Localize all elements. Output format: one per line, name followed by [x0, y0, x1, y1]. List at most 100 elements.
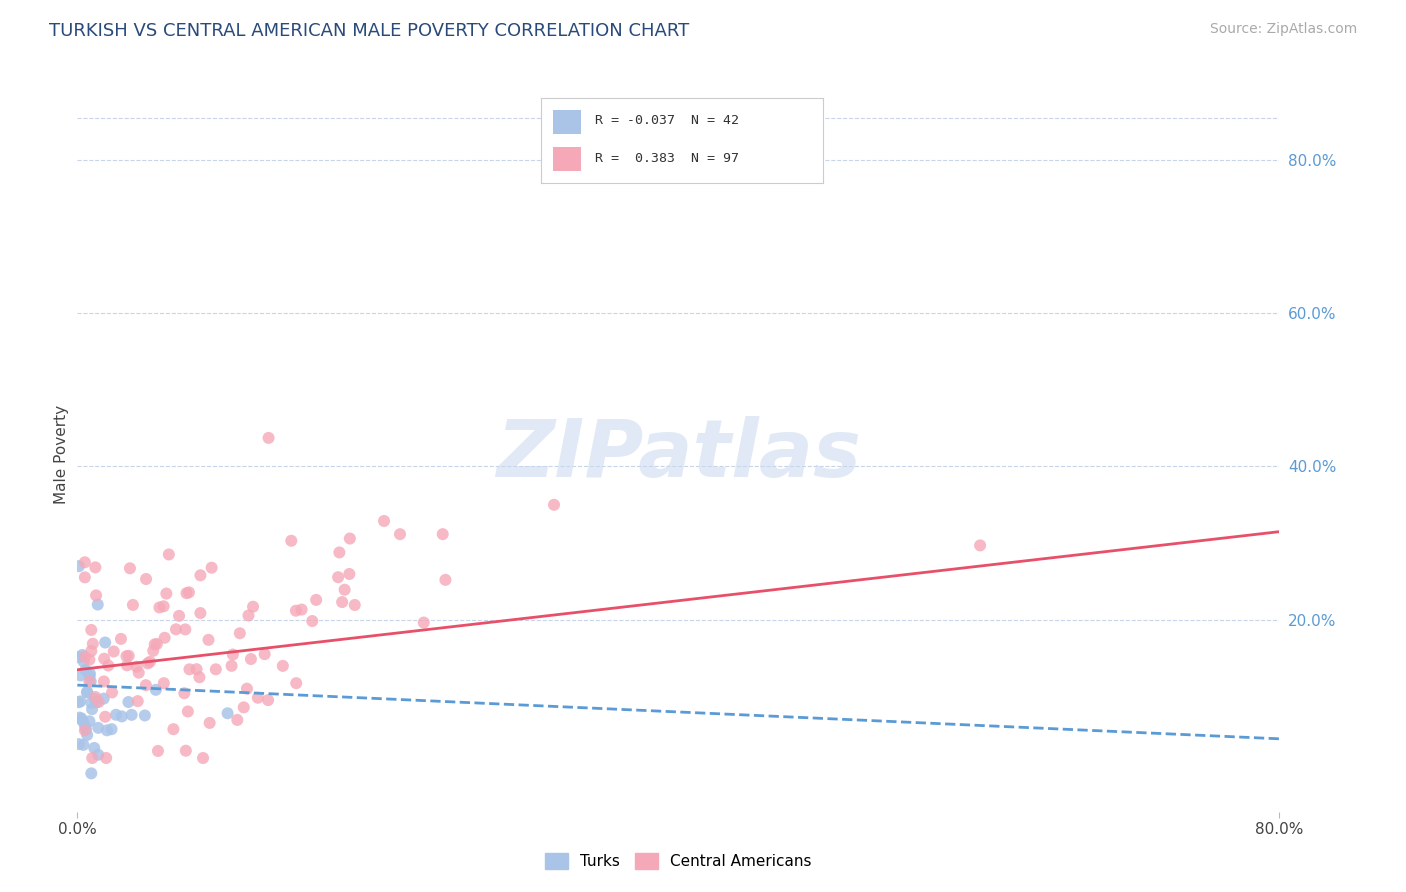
Point	[79, 666, 101, 681]
Point	[221, 658, 243, 673]
Point	[242, 599, 264, 614]
Point	[143, 637, 166, 651]
Point	[97, 658, 120, 673]
Point	[167, 608, 190, 623]
Point	[103, 644, 125, 658]
Point	[72, 738, 94, 752]
Point	[412, 615, 434, 630]
FancyBboxPatch shape	[553, 147, 581, 171]
FancyBboxPatch shape	[553, 110, 581, 134]
Point	[343, 598, 366, 612]
Point	[67, 695, 90, 709]
Point	[128, 665, 150, 680]
Point	[80, 702, 103, 716]
Point	[373, 514, 395, 528]
Point	[186, 662, 208, 676]
Point	[72, 714, 94, 729]
Point	[115, 649, 138, 664]
Point	[72, 648, 94, 662]
Point	[69, 710, 91, 724]
Point	[83, 692, 105, 706]
Point	[173, 686, 195, 700]
Point	[79, 674, 101, 689]
Point	[176, 586, 198, 600]
Point	[111, 709, 134, 723]
Point	[104, 707, 127, 722]
Text: TURKISH VS CENTRAL AMERICAN MALE POVERTY CORRELATION CHART: TURKISH VS CENTRAL AMERICAN MALE POVERTY…	[49, 22, 689, 40]
Point	[190, 606, 212, 620]
Point	[134, 708, 156, 723]
Point	[197, 632, 219, 647]
Y-axis label: Male Poverty: Male Poverty	[53, 405, 69, 505]
Point	[328, 545, 350, 559]
Point	[80, 696, 103, 710]
Point	[253, 647, 276, 661]
Point	[239, 652, 262, 666]
Point	[135, 678, 157, 692]
Point	[122, 598, 145, 612]
Point	[152, 599, 174, 614]
Point	[236, 681, 259, 696]
Point	[238, 608, 260, 623]
Point	[432, 527, 454, 541]
Point	[177, 585, 200, 599]
Point	[222, 648, 245, 662]
Point	[285, 676, 308, 690]
Point	[339, 532, 361, 546]
Point	[121, 707, 143, 722]
Point	[148, 600, 170, 615]
Point	[117, 695, 139, 709]
Point	[87, 598, 110, 612]
Point	[291, 602, 314, 616]
Legend: Turks, Central Americans: Turks, Central Americans	[538, 847, 818, 875]
Point	[145, 682, 167, 697]
Text: R =  0.383  N = 97: R = 0.383 N = 97	[595, 152, 738, 165]
Point	[82, 637, 104, 651]
Point	[153, 676, 176, 690]
Point	[153, 631, 176, 645]
Point	[96, 751, 118, 765]
Point	[232, 700, 254, 714]
Point	[73, 570, 96, 584]
Point	[179, 662, 201, 676]
Point	[86, 695, 108, 709]
Point	[330, 595, 353, 609]
Point	[326, 570, 349, 584]
Point	[70, 712, 93, 726]
Point	[257, 431, 280, 445]
Point	[333, 582, 356, 597]
Point	[76, 685, 98, 699]
Point	[135, 572, 157, 586]
Point	[188, 670, 211, 684]
Point	[69, 694, 91, 708]
Point	[191, 751, 214, 765]
Point	[94, 635, 117, 649]
Point	[177, 705, 200, 719]
Point	[305, 593, 328, 607]
Point	[100, 722, 122, 736]
Point	[337, 566, 360, 581]
Point	[142, 644, 165, 658]
Point	[94, 710, 117, 724]
Point	[146, 637, 169, 651]
Point	[76, 685, 98, 699]
Text: ZIPatlas: ZIPatlas	[496, 416, 860, 494]
Point	[115, 658, 138, 673]
Point	[87, 695, 110, 709]
Point	[217, 706, 239, 721]
Point	[96, 723, 118, 738]
Point	[93, 691, 115, 706]
Point	[118, 561, 141, 575]
Point	[75, 663, 97, 677]
Point	[80, 674, 103, 689]
Point	[73, 655, 96, 669]
Point	[136, 657, 159, 671]
Point	[165, 623, 187, 637]
Point	[80, 623, 103, 637]
Point	[146, 744, 169, 758]
Point	[73, 555, 96, 569]
Point	[69, 668, 91, 682]
Point	[79, 653, 101, 667]
Point	[174, 623, 197, 637]
Point	[162, 722, 184, 736]
